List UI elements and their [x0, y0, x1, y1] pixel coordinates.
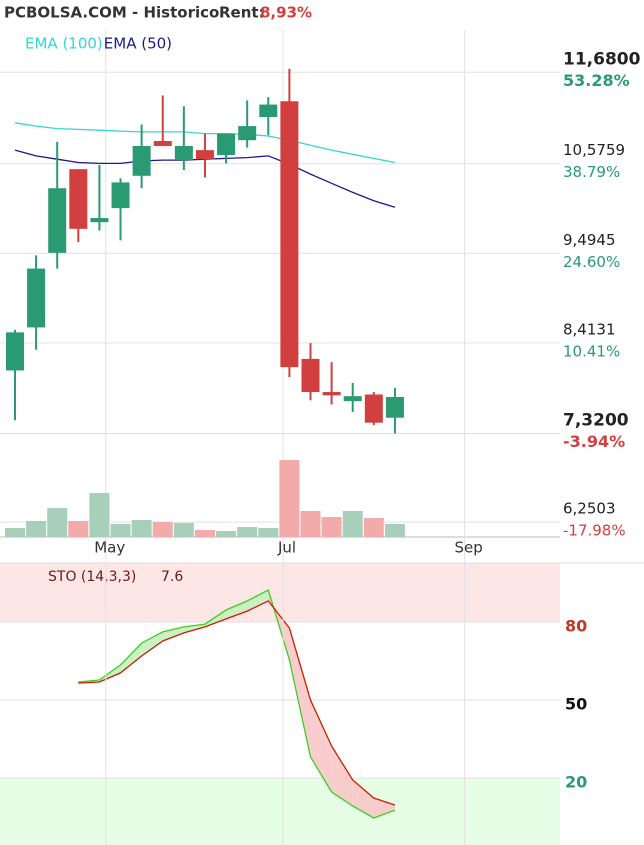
page-title: PCBOLSA.COM - Historico	[4, 4, 219, 22]
x-tick-label: Sep	[454, 539, 482, 557]
candle-body	[385, 396, 404, 418]
candle-body	[195, 150, 214, 160]
candle-body	[132, 145, 151, 176]
y-tick-label: 8,4131	[563, 320, 616, 338]
volume-bar	[384, 524, 405, 537]
band-fill	[247, 590, 269, 612]
x-axis-band	[0, 537, 560, 563]
band-fill	[141, 631, 163, 656]
y-tick-change: 53.28%	[563, 71, 630, 90]
band-fill	[162, 626, 184, 641]
candle-body	[364, 394, 383, 423]
x-tick-label: Jul	[277, 539, 296, 557]
candle-body	[27, 268, 46, 328]
volume-bar	[152, 522, 173, 537]
y-tick-change: -3.94%	[563, 432, 625, 451]
band-fill	[226, 600, 248, 619]
legend-entry: EMA (100)	[25, 35, 103, 53]
indicator-value: 7.6	[161, 569, 183, 585]
volume-bar	[47, 508, 68, 537]
candle-body	[174, 145, 193, 161]
y-tick-change: -17.98%	[563, 522, 626, 540]
volume-bar	[194, 530, 215, 537]
candle-body	[301, 358, 320, 393]
volume-bar	[26, 521, 47, 537]
volume-bar	[237, 527, 258, 537]
y-tick-label: 80	[565, 616, 587, 635]
candle-body	[90, 218, 109, 223]
band-fill	[373, 798, 395, 818]
candle-body	[259, 104, 278, 117]
candle-body	[238, 126, 257, 141]
volume-bar	[216, 531, 237, 537]
volume-bar	[258, 528, 279, 537]
y-tick-label: 11,6800	[563, 49, 641, 69]
overbought-zone	[0, 563, 560, 622]
y-tick-label: 7,3200	[563, 410, 629, 430]
volume-bar	[110, 524, 131, 537]
band-fill	[310, 700, 332, 792]
candle-body	[322, 392, 341, 396]
band-fill	[120, 643, 142, 673]
y-tick-label: 9,4945	[563, 231, 616, 249]
volume-bar	[300, 511, 321, 537]
sto-line	[78, 589, 396, 819]
volume-bar	[173, 523, 194, 537]
candle-body	[153, 141, 172, 146]
sto-line	[78, 600, 396, 806]
candle-body	[343, 396, 362, 402]
volume-bar	[4, 528, 25, 537]
band-fill	[331, 746, 353, 806]
y-tick-change: 24.60%	[563, 253, 620, 271]
rent-label: Rent:	[219, 4, 265, 22]
band-fill	[289, 628, 311, 757]
y-tick-label: 10,5759	[563, 141, 625, 159]
volume-bar	[279, 460, 300, 537]
rent-value: 8,93%	[260, 4, 312, 22]
volume-bar	[363, 518, 384, 537]
y-tick-label: 20	[565, 772, 587, 791]
candle-body	[280, 101, 299, 368]
candle-body	[111, 182, 130, 209]
candle-body	[5, 332, 24, 371]
volume-bar	[131, 520, 152, 537]
y-tick-change: 38.79%	[563, 163, 620, 181]
volume-bar	[89, 493, 110, 537]
y-tick-label: 50	[565, 694, 587, 713]
legend-entry: EMA (50)	[104, 35, 172, 53]
y-tick-change: 10.41%	[563, 342, 620, 360]
volume-bar	[68, 521, 89, 537]
volume-bar	[321, 517, 342, 537]
oversold-zone	[0, 777, 560, 845]
candle-body	[217, 133, 236, 156]
x-tick-label: May	[94, 539, 125, 557]
candle-body	[48, 188, 67, 253]
y-tick-label: 6,2503	[563, 500, 616, 518]
indicator-title: STO (14,3,3)	[48, 569, 136, 585]
candle-body	[69, 169, 88, 229]
volume-bar	[342, 511, 363, 537]
